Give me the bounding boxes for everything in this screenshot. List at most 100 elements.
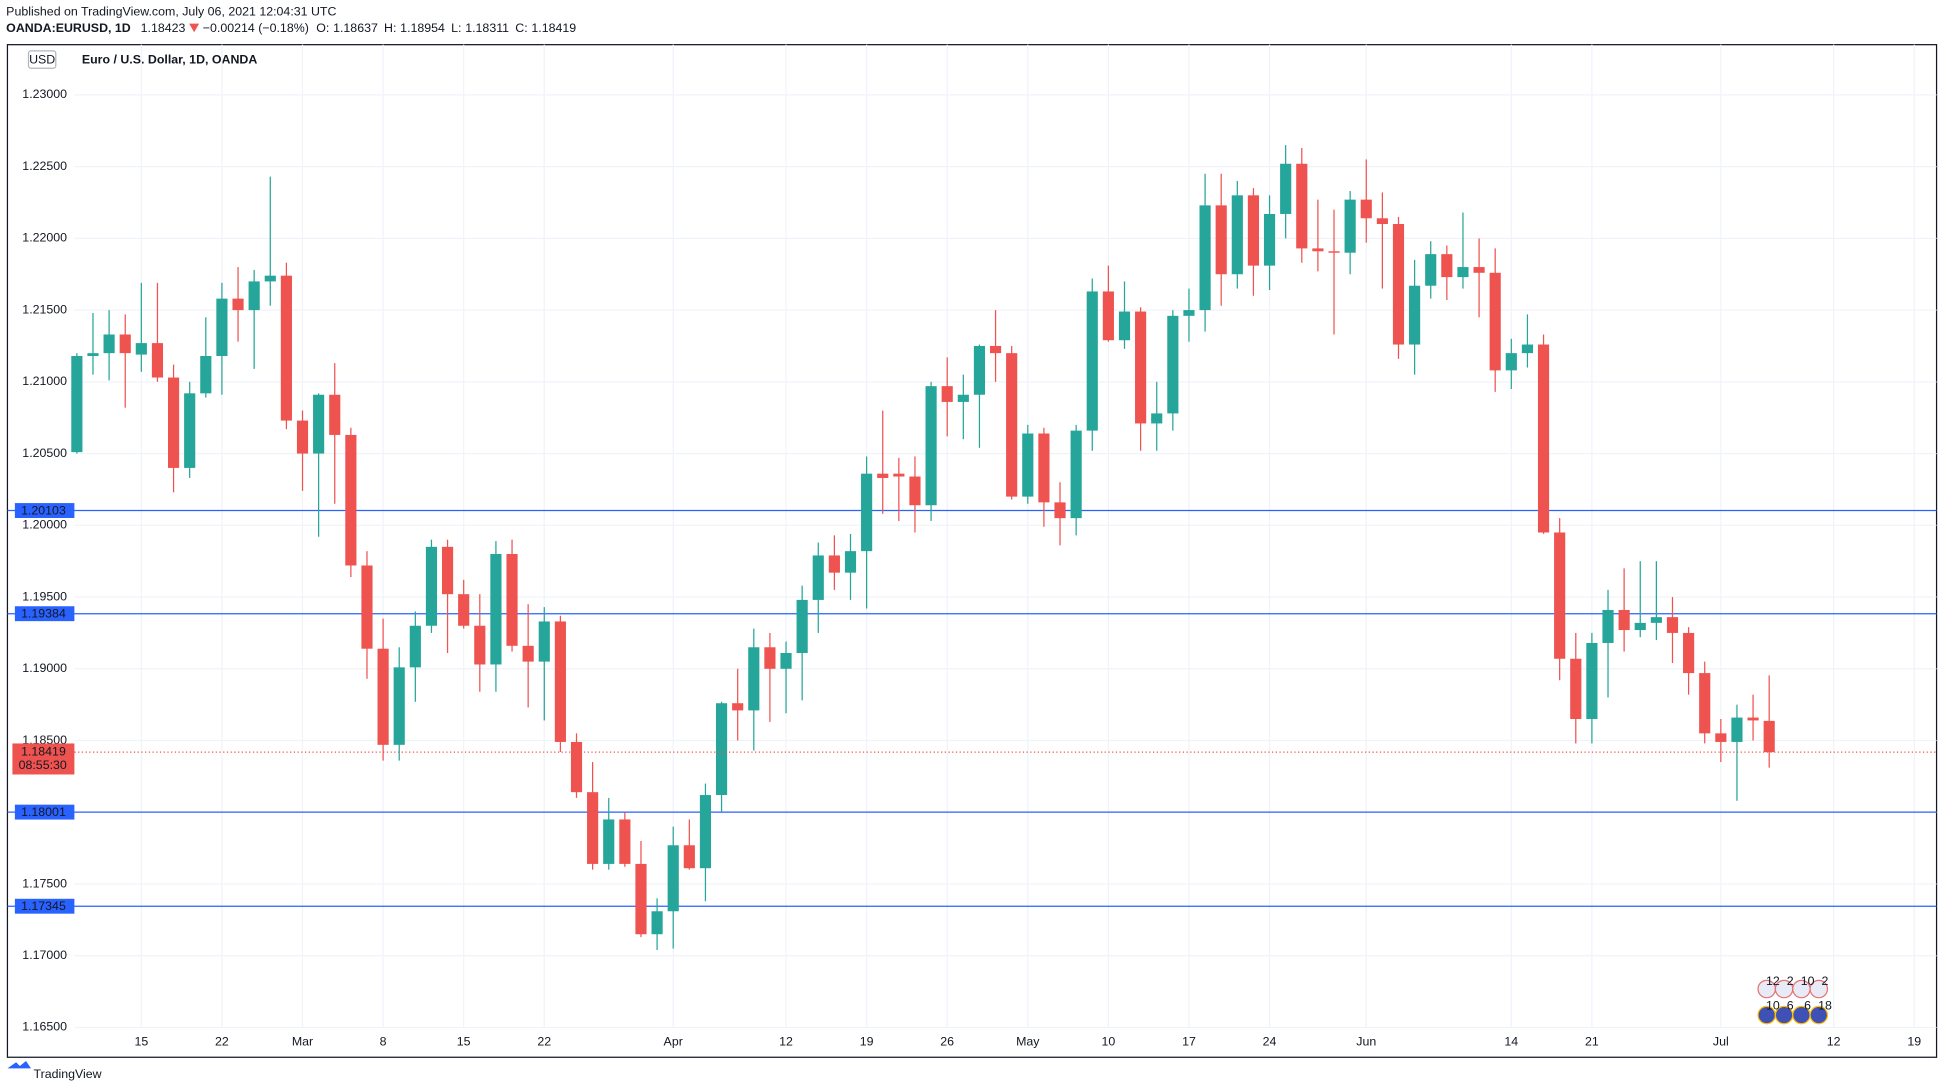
candle-body bbox=[651, 911, 663, 935]
candle-body bbox=[216, 298, 228, 357]
y-tick-label: 1.18500 bbox=[22, 733, 67, 747]
change: −0.00214 (−0.18%) bbox=[203, 21, 309, 35]
last-price-label: 1.18419 bbox=[21, 744, 66, 758]
candle-body bbox=[1086, 291, 1098, 431]
level-label: 1.19384 bbox=[21, 607, 66, 621]
candle-body bbox=[296, 420, 309, 454]
x-tick-label: 14 bbox=[1504, 1035, 1518, 1049]
y-tick-label: 1.17500 bbox=[22, 876, 67, 890]
event-icon bbox=[1809, 979, 1829, 999]
candle-body bbox=[1118, 311, 1131, 341]
candle-body bbox=[87, 353, 99, 357]
candle-body bbox=[748, 647, 760, 711]
candle-body bbox=[119, 334, 131, 354]
candle-body bbox=[1328, 251, 1340, 253]
candle-body bbox=[1554, 532, 1566, 659]
level-tag bbox=[14, 606, 75, 622]
candle-body bbox=[1618, 609, 1630, 631]
candle-body bbox=[1360, 199, 1372, 219]
candle-body bbox=[377, 648, 389, 745]
candle-body bbox=[1537, 344, 1550, 533]
candle-body bbox=[877, 473, 889, 478]
candle-body bbox=[812, 555, 824, 600]
candle-body bbox=[361, 565, 373, 649]
last-price-tag bbox=[12, 743, 75, 775]
down-arrow bbox=[189, 23, 200, 33]
event-count: 10 bbox=[1766, 999, 1780, 1013]
brand: TradingView bbox=[33, 1067, 101, 1081]
candle-body bbox=[1038, 433, 1050, 503]
candle-body bbox=[1376, 218, 1388, 225]
events bbox=[1757, 979, 1829, 1025]
candle-body bbox=[715, 703, 728, 796]
candle-body bbox=[941, 386, 953, 402]
candle-body bbox=[667, 845, 679, 912]
x-tick-label: 26 bbox=[940, 1035, 954, 1049]
grid bbox=[74, 44, 1937, 1029]
candle-body bbox=[1312, 248, 1324, 252]
candle-body bbox=[135, 343, 147, 355]
brand-logo bbox=[7, 1060, 31, 1069]
y-tick-label: 1.21500 bbox=[22, 302, 67, 316]
candle-body bbox=[1409, 285, 1421, 345]
candle-body bbox=[409, 625, 421, 668]
candle-body bbox=[764, 647, 776, 669]
candle-body bbox=[1650, 617, 1662, 623]
candle-body bbox=[1666, 617, 1679, 633]
x-tick-label: 19 bbox=[860, 1035, 874, 1049]
x-tick-label: 19 bbox=[1907, 1035, 1921, 1049]
candle-body bbox=[635, 863, 647, 935]
x-tick-label: Mar bbox=[292, 1035, 313, 1049]
candle-body bbox=[1521, 344, 1534, 354]
x-tick-label: 21 bbox=[1585, 1035, 1599, 1049]
ohlc-label: L: bbox=[451, 21, 461, 35]
candle-body bbox=[973, 345, 986, 395]
candle-body bbox=[1054, 502, 1066, 519]
candle-body bbox=[1070, 430, 1082, 519]
candle-body bbox=[1215, 205, 1227, 275]
y-tick-label: 1.20000 bbox=[22, 518, 67, 532]
y-tick-label: 1.19500 bbox=[22, 589, 67, 603]
candle-body bbox=[329, 394, 341, 435]
y-tick-label: 1.19000 bbox=[22, 661, 67, 675]
candle-body bbox=[683, 845, 695, 869]
candle-body bbox=[264, 275, 276, 282]
y-tick-label: 1.20500 bbox=[22, 446, 67, 460]
candle-body bbox=[1425, 254, 1437, 286]
candle-body bbox=[699, 795, 712, 869]
ohlc-value: 1.18419 bbox=[531, 21, 576, 35]
candle-body bbox=[232, 298, 244, 311]
ohlc-value: 1.18954 bbox=[400, 21, 445, 35]
level-label: 1.17345 bbox=[21, 899, 66, 913]
candle-body bbox=[828, 555, 840, 573]
candle-body bbox=[1102, 291, 1114, 341]
event-count: 6 bbox=[1787, 999, 1794, 1013]
candle-body bbox=[603, 819, 615, 864]
candle-body bbox=[1683, 632, 1695, 674]
candle-body bbox=[313, 394, 325, 454]
candle-body bbox=[1747, 717, 1759, 721]
candle-body bbox=[1280, 163, 1292, 214]
candle-body bbox=[1344, 199, 1356, 253]
symbol: OANDA:EURUSD, 1D bbox=[6, 21, 131, 35]
candle-body bbox=[1022, 433, 1034, 497]
event-icon bbox=[1809, 1005, 1829, 1025]
x-tick-label: Jun bbox=[1356, 1035, 1376, 1049]
candle-body bbox=[200, 356, 212, 394]
chart-title: Euro / U.S. Dollar, 1D, OANDA bbox=[82, 52, 258, 66]
candle-body bbox=[1006, 353, 1018, 497]
candle-body bbox=[1634, 622, 1646, 631]
candle-body bbox=[184, 393, 196, 468]
event-count: 2 bbox=[1787, 974, 1794, 988]
candle-body bbox=[844, 551, 857, 573]
ohlc-value: 1.18311 bbox=[465, 21, 509, 35]
ohlc-value: 1.18637 bbox=[333, 21, 378, 35]
candle-body bbox=[103, 334, 115, 354]
candle-body bbox=[1586, 642, 1598, 720]
candle-body bbox=[1167, 315, 1179, 414]
x-tick-label: Apr bbox=[664, 1035, 683, 1049]
x-tick-label: 15 bbox=[134, 1035, 148, 1049]
y-tick-label: 1.17000 bbox=[22, 948, 67, 962]
x-tick-label: 24 bbox=[1263, 1035, 1277, 1049]
event-count: 18 bbox=[1818, 999, 1832, 1013]
